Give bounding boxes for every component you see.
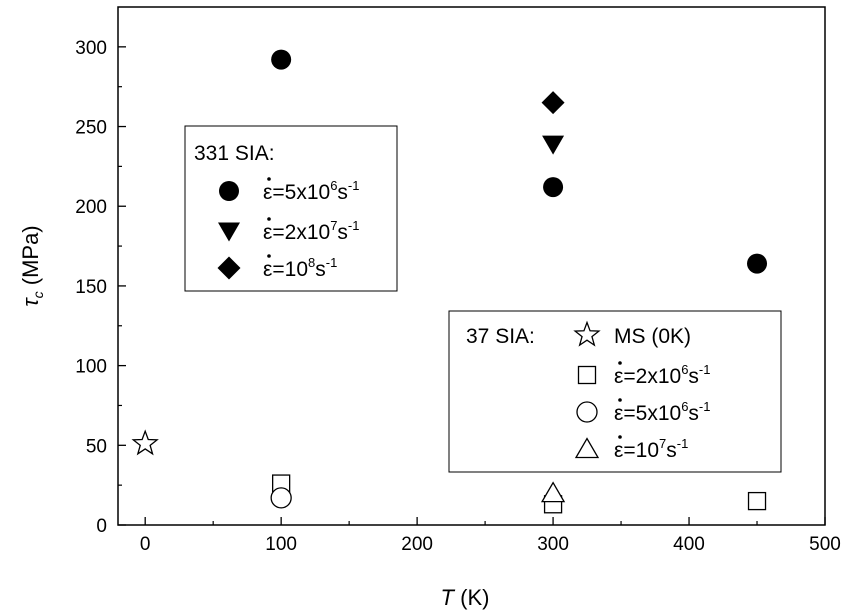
legend-marker-triangle-down — [218, 222, 240, 242]
point-triangle-up-open — [540, 481, 566, 503]
point-triangle-down-filled — [542, 135, 565, 155]
legend-37-title: 37 SIA: — [466, 325, 535, 348]
legend-37-box — [448, 310, 782, 473]
legend-entry-label: ε=2x106s-1 — [614, 362, 710, 388]
epsilon-dot — [267, 217, 271, 221]
plot-frame — [117, 6, 826, 526]
x-tick-label: 400 — [673, 534, 705, 555]
y-axis-label: τc (MPa) — [18, 225, 46, 306]
legend-marker-circle — [219, 181, 239, 201]
legend-marker-circle-open — [576, 401, 598, 423]
y-tick-label: 150 — [75, 277, 107, 298]
axis-tick-labels: 0 100 200 300 400 500 0 50 100 150 200 250 300 — [75, 38, 841, 555]
x-axis-label: T (K) — [441, 585, 490, 610]
x-tick-label: 0 — [140, 534, 151, 555]
legend-37-entries: MS (0K) ε=2x106s-1 ε=5x106s-1 ε=107s-1 — [573, 320, 710, 462]
legend-marker-diamond — [217, 256, 241, 280]
point-circle-open — [270, 487, 292, 509]
legend-331-title: 331 SIA: — [194, 142, 275, 165]
legend-marker-star-open — [573, 320, 601, 347]
point-circle-filled — [271, 49, 292, 70]
epsilon-dot — [267, 254, 271, 258]
legend-entry-label: ε=107s-1 — [614, 436, 688, 462]
legend-entry-label: ε=108s-1 — [263, 255, 337, 281]
x-tick-label: 300 — [537, 534, 569, 555]
epsilon-dot — [618, 435, 622, 439]
point-diamond-filled — [541, 91, 565, 115]
legend-marker-square-open — [577, 365, 597, 385]
epsilon-dot — [267, 177, 271, 181]
point-circle-filled — [747, 253, 768, 274]
legend-331-box — [184, 125, 398, 292]
point-square-open — [747, 491, 767, 511]
y-tick-label: 300 — [75, 38, 107, 59]
epsilon-dot — [618, 398, 622, 402]
epsilon-dot — [618, 361, 622, 365]
axis-ticks — [118, 46, 826, 526]
x-tick-label: 200 — [401, 534, 433, 555]
y-tick-label: 50 — [86, 436, 107, 457]
legend-331-entries: ε=5x106s-1 ε=2x107s-1 ε=108s-1 — [217, 177, 359, 281]
y-tick-label: 250 — [75, 118, 107, 139]
data-points — [131, 49, 768, 514]
y-tick-label: 0 — [96, 516, 107, 537]
x-tick-label: 500 — [809, 534, 841, 555]
y-tick-label: 100 — [75, 357, 107, 378]
y-tick-label: 200 — [75, 197, 107, 218]
point-circle-filled — [543, 177, 564, 198]
point-star-open — [131, 429, 159, 456]
x-tick-label: 100 — [265, 534, 297, 555]
legend-entry-label: ε=2x107s-1 — [263, 218, 359, 244]
legend-entry-label: ε=5x106s-1 — [614, 399, 710, 425]
legend-marker-triangle-up-open — [574, 437, 600, 459]
legend-entry-label: MS (0K) — [614, 325, 691, 348]
legend-entry-label: ε=5x106s-1 — [263, 178, 359, 204]
